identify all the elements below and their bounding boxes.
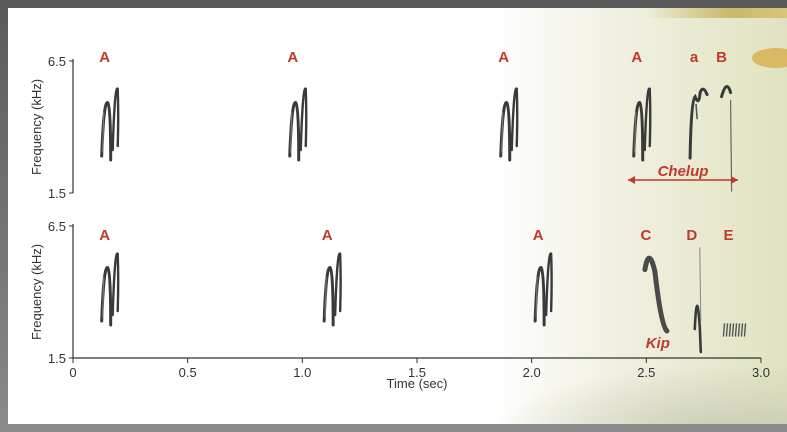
syllable-trace xyxy=(642,255,670,334)
x-tick-label: 0.5 xyxy=(179,365,197,380)
y-tick-label: 6.5 xyxy=(48,54,66,69)
x-axis-title: Time (sec) xyxy=(387,376,448,391)
decorative-shape xyxy=(752,48,787,68)
x-tick-label: 1.5 xyxy=(408,365,426,380)
y-tick-label: 1.5 xyxy=(48,351,66,366)
x-tick-label: 0 xyxy=(69,365,76,380)
decorative-glow xyxy=(487,364,787,424)
syllable-label: A xyxy=(99,49,110,66)
syllable-trace xyxy=(720,85,733,192)
syllable-label: A xyxy=(498,49,509,66)
syllable-trace xyxy=(288,87,308,162)
syllable-trace xyxy=(533,252,553,327)
syllable-trace xyxy=(632,87,652,162)
syllable-label: E xyxy=(723,227,733,244)
arrow-head-right xyxy=(731,176,739,184)
annotation-label: Kip xyxy=(646,335,670,352)
syllable-trace xyxy=(688,87,709,160)
syllable-label: A xyxy=(533,227,544,244)
syllable-trace xyxy=(722,323,747,337)
figure-panel xyxy=(8,8,787,424)
syllable-label: A xyxy=(322,227,333,244)
syllable-label: A xyxy=(99,227,110,244)
arrow-head-left xyxy=(627,176,635,184)
syllable-trace xyxy=(322,252,342,327)
x-tick-label: 2.5 xyxy=(637,365,655,380)
y-tick-label: 6.5 xyxy=(48,219,66,234)
y-axis-title: Frequency (kHz) xyxy=(29,79,44,175)
x-tick-label: 3.0 xyxy=(752,365,770,380)
syllable-label: a xyxy=(690,49,699,66)
decorative-glow xyxy=(647,8,787,18)
x-tick-label: 1.0 xyxy=(293,365,311,380)
y-axis-title: Frequency (kHz) xyxy=(29,244,44,340)
syllable-trace xyxy=(693,247,703,354)
annotation-label: Chelup xyxy=(658,163,709,180)
syllable-label: C xyxy=(640,227,651,244)
syllable-label: A xyxy=(287,49,298,66)
syllable-label: A xyxy=(631,49,642,66)
x-tick-label: 2.0 xyxy=(523,365,541,380)
syllable-label: D xyxy=(686,227,697,244)
syllable-trace xyxy=(100,252,120,327)
syllable-label: B xyxy=(716,49,727,66)
y-tick-label: 1.5 xyxy=(48,186,66,201)
syllable-trace xyxy=(499,87,519,162)
syllable-trace xyxy=(100,87,120,162)
